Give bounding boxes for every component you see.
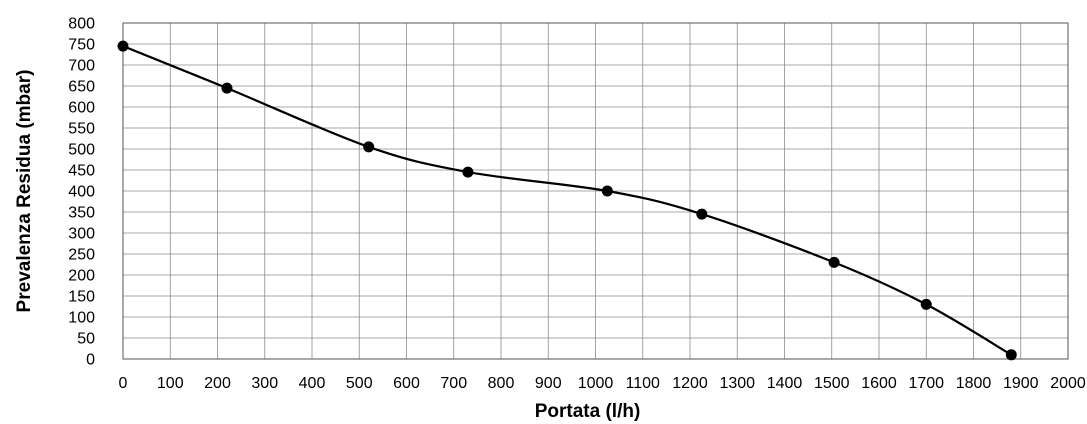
x-tick-label: 400 <box>299 375 326 392</box>
plot-area-frame <box>122 22 1069 360</box>
data-point <box>696 208 708 220</box>
y-tick-label: 450 <box>68 163 95 180</box>
x-tick-label: 1200 <box>672 375 708 392</box>
y-tick-label: 50 <box>77 331 95 348</box>
y-tick-label: 150 <box>68 289 95 306</box>
data-point <box>363 141 375 153</box>
data-point <box>221 82 233 94</box>
x-tick-label: 900 <box>535 375 562 392</box>
x-tick-label: 1300 <box>719 375 755 392</box>
data-point <box>462 166 474 178</box>
x-tick-label: 200 <box>204 375 231 392</box>
x-axis-title: Portata (l/h) <box>535 401 641 422</box>
x-tick-label: 700 <box>440 375 467 392</box>
y-tick-label: 550 <box>68 121 95 138</box>
series-layer <box>117 40 1017 361</box>
x-axis-ticks: 0 100 200 300 400 500 600 700 800 900 1000 1100 1200… <box>119 375 1086 392</box>
y-tick-label: 800 <box>68 16 95 33</box>
y-tick-label: 750 <box>68 37 95 54</box>
y-tick-label: 250 <box>68 247 95 264</box>
x-tick-label: 1400 <box>767 375 803 392</box>
data-point <box>828 256 840 268</box>
y-tick-label: 500 <box>68 142 95 159</box>
x-tick-label: 2000 <box>1050 375 1086 392</box>
y-axis-title: Prevalenza Residua (mbar) <box>14 70 35 313</box>
x-tick-label: 1700 <box>908 375 944 392</box>
x-tick-label: 600 <box>393 375 420 392</box>
x-tick-label: 500 <box>346 375 373 392</box>
y-tick-label: 100 <box>68 310 95 327</box>
series-line <box>122 45 1012 356</box>
data-point <box>601 185 613 197</box>
y-tick-label: 650 <box>68 79 95 96</box>
y-tick-label: 600 <box>68 100 95 117</box>
x-tick-label: 100 <box>157 375 184 392</box>
y-axis-ticks: 0 50 100 150 200 250 300 350 400 450 500 550 600 650 7… <box>68 16 95 369</box>
data-point <box>117 40 129 52</box>
y-tick-label: 700 <box>68 58 95 75</box>
y-tick-label: 350 <box>68 205 95 222</box>
y-tick-label: 400 <box>68 184 95 201</box>
x-tick-label: 800 <box>488 375 515 392</box>
x-tick-label: 1100 <box>626 375 661 392</box>
x-tick-label: 300 <box>251 375 278 392</box>
y-tick-label: 200 <box>68 268 95 285</box>
x-tick-label: 1000 <box>578 375 614 392</box>
data-point <box>920 298 932 310</box>
x-tick-label: 1900 <box>1003 375 1039 392</box>
data-point <box>1005 349 1017 361</box>
x-tick-label: 1600 <box>861 375 897 392</box>
x-tick-label: 1500 <box>814 375 850 392</box>
y-tick-label: 0 <box>86 352 95 369</box>
x-tick-label: 0 <box>119 375 128 392</box>
x-tick-label: 1800 <box>956 375 992 392</box>
y-tick-label: 300 <box>68 226 95 243</box>
